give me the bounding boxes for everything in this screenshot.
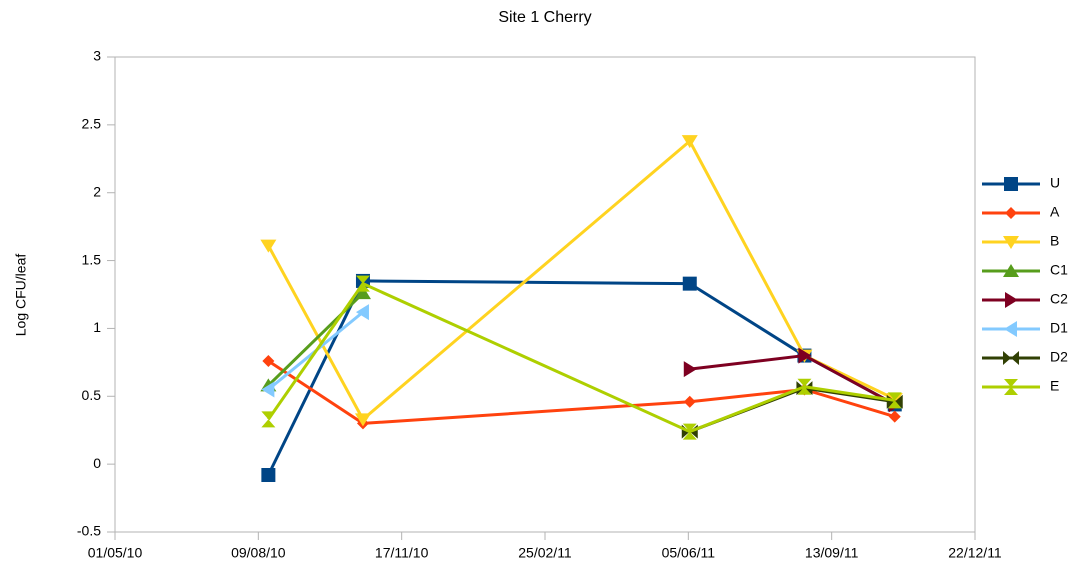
legend-label: E xyxy=(1050,378,1059,394)
chart-title: Site 1 Cherry xyxy=(498,9,591,26)
x-tick-label: 22/12/11 xyxy=(948,545,1002,561)
x-tick-label: 09/08/10 xyxy=(231,545,286,561)
marker xyxy=(261,468,276,482)
legend-label: A xyxy=(1050,204,1060,220)
marker xyxy=(681,135,698,149)
legend-marker xyxy=(1004,321,1017,337)
x-tick-label: 05/06/11 xyxy=(662,545,716,561)
y-tick-label: 3 xyxy=(93,48,101,64)
marker xyxy=(888,410,901,423)
marker xyxy=(260,239,277,253)
y-tick-label: 2.5 xyxy=(82,116,102,132)
legend-marker xyxy=(1003,236,1019,249)
marker xyxy=(887,392,902,409)
legend-label: U xyxy=(1050,175,1060,191)
y-axis-label: Log CFU/leaf xyxy=(13,254,29,337)
plot-frame xyxy=(114,56,976,533)
legend-label: B xyxy=(1050,233,1059,249)
marker xyxy=(355,304,369,321)
series-line xyxy=(267,292,365,387)
x-tick-label: 01/05/10 xyxy=(88,545,143,561)
legend-marker xyxy=(1005,292,1018,308)
marker xyxy=(261,381,275,398)
marker xyxy=(354,286,371,300)
y-tick-label: 1.5 xyxy=(82,251,102,267)
legend-label: D2 xyxy=(1050,349,1068,365)
legend-marker xyxy=(1005,207,1017,219)
legend-label: D1 xyxy=(1050,320,1068,336)
x-tick-label: 13/09/11 xyxy=(805,545,859,561)
marker xyxy=(798,347,812,364)
y-tick-label: -0.5 xyxy=(77,523,101,539)
legend-marker xyxy=(1004,177,1018,191)
x-tick-label: 25/02/11 xyxy=(518,545,572,561)
legend-marker xyxy=(1003,351,1019,365)
legend-label: C2 xyxy=(1050,291,1068,307)
marker xyxy=(355,275,370,292)
y-tick-label: 1 xyxy=(93,319,101,335)
y-tick-label: 2 xyxy=(93,183,101,199)
marker xyxy=(683,361,697,378)
y-tick-label: 0 xyxy=(93,455,101,471)
legend-marker xyxy=(1004,379,1018,395)
x-tick-label: 17/11/10 xyxy=(375,545,429,561)
marker xyxy=(354,413,371,427)
marker xyxy=(682,423,697,440)
marker xyxy=(261,411,276,428)
legend-marker xyxy=(1003,264,1019,277)
marker xyxy=(682,276,697,291)
marker xyxy=(683,395,696,408)
legend-label: C1 xyxy=(1050,262,1068,278)
y-tick-label: 0.5 xyxy=(82,387,102,403)
marker xyxy=(262,355,275,367)
marker xyxy=(797,378,812,395)
